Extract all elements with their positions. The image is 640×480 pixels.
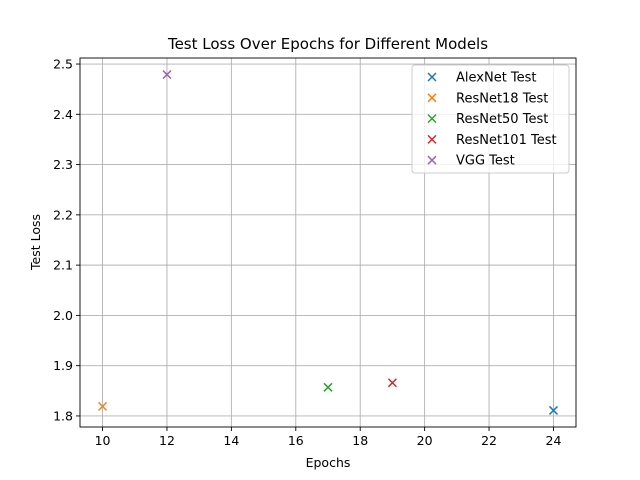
legend-label-resnet18-test: ResNet18 Test	[456, 91, 548, 106]
y-tick-label: 1.9	[53, 358, 73, 373]
x-tick-label: 20	[417, 433, 433, 448]
x-tick-label: 18	[352, 433, 368, 448]
y-tick-label: 2.4	[53, 107, 73, 122]
legend-marker-resnet101-test	[427, 134, 437, 144]
x-tick-label: 16	[288, 433, 304, 448]
y-tick-label: 2.2	[53, 207, 73, 222]
x-axis-label: Epochs	[306, 455, 351, 470]
points-layer	[98, 70, 558, 415]
x-tick-label: 22	[481, 433, 497, 448]
data-point-resnet101-test	[387, 378, 397, 388]
plot-frame	[79, 57, 577, 428]
data-point-resnet18-test	[98, 401, 108, 411]
data-point-alexnet-test	[548, 405, 558, 415]
legend-marker-resnet50-test	[427, 114, 437, 124]
y-axis-label: Test Loss	[28, 214, 43, 271]
legend-marker-alexnet-test	[427, 72, 437, 82]
legend-label-resnet50-test: ResNet50 Test	[456, 112, 548, 127]
legend-box	[411, 64, 570, 174]
y-tick-label: 2.0	[53, 308, 73, 323]
ticks-layer: 10 12 14 16 18 20 22 24 1.8 1.9 2.0 2.1 2.2 2.3 2.4 2.5	[53, 57, 561, 448]
y-tick-label: 1.8	[53, 408, 73, 423]
data-point-resnet50-test	[323, 382, 333, 392]
legend-label-resnet101-test: ResNet101 Test	[456, 133, 557, 148]
x-tick-label: 10	[95, 433, 111, 448]
y-tick-label: 2.5	[53, 57, 73, 72]
x-tick-label: 12	[159, 433, 175, 448]
chart-title: Test Loss Over Epochs for Different Mode…	[167, 35, 488, 53]
legend-label-vgg-test: VGG Test	[456, 154, 515, 169]
data-point-vgg-test	[162, 70, 172, 80]
legend-marker-vgg-test	[427, 155, 437, 165]
legend: AlexNet Test ResNet18 Test ResNet50 Test Re…	[411, 64, 570, 174]
legend-label-alexnet-test: AlexNet Test	[456, 71, 537, 86]
legend-marker-resnet18-test	[427, 93, 437, 103]
y-tick-label: 2.1	[53, 258, 73, 273]
x-tick-label: 14	[223, 433, 239, 448]
legend-items: AlexNet Test ResNet18 Test ResNet50 Test Re…	[427, 71, 557, 169]
y-tick-label: 2.3	[53, 157, 73, 172]
x-tick-label: 24	[546, 433, 562, 448]
